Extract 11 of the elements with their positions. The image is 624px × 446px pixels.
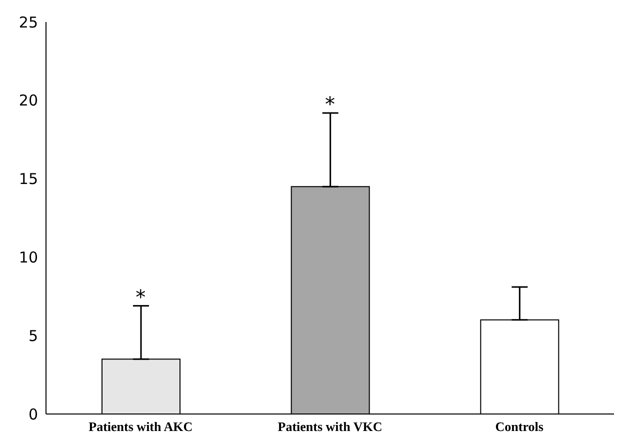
annotation: * [325,92,335,116]
y-tick-label: 15 [18,170,38,188]
x-tick-label: Patients with VKC [278,419,382,434]
x-tick-label: Controls [495,419,544,434]
y-tick-label: 5 [28,326,38,345]
y-tick-label: 20 [18,92,38,110]
x-tick-label: Patients with AKC [88,419,193,434]
y-tick-label: 25 [18,13,38,32]
annotation: * [136,284,146,309]
y-tick-label: 10 [18,248,38,267]
y-tick-label: 0 [28,405,38,424]
